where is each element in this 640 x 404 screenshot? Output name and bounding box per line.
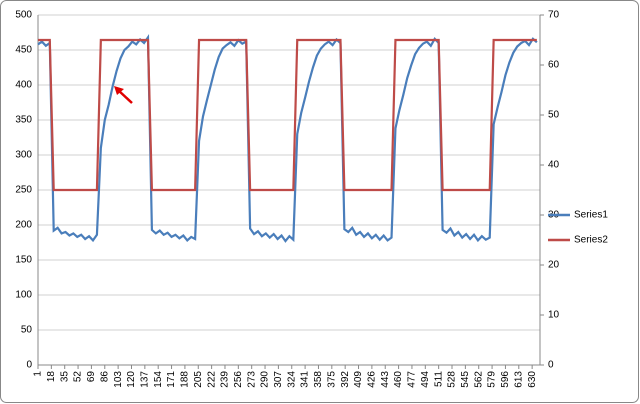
- legend-label: Series1: [574, 210, 608, 221]
- x-tick-label: 239: [220, 371, 231, 388]
- x-tick-label: 392: [340, 371, 351, 388]
- y-tick-label: 350: [15, 115, 32, 126]
- x-tick-label: 137: [139, 371, 150, 388]
- x-tick-label: 290: [260, 371, 271, 388]
- x-tick-label: 35: [59, 371, 70, 383]
- x-tick-label: 579: [487, 371, 498, 388]
- x-tick-label: 273: [246, 371, 257, 388]
- y2-tick-label: 0: [548, 360, 554, 371]
- y-tick-label: 300: [15, 150, 32, 161]
- series-line: [37, 34, 538, 243]
- x-tick-label: 630: [527, 371, 538, 388]
- x-tick-label: 1: [33, 371, 44, 377]
- x-tick-label: 307: [273, 371, 284, 388]
- y-tick-label: 50: [21, 325, 33, 336]
- x-tick-label: 426: [367, 371, 378, 388]
- x-tick-label: 18: [46, 371, 57, 383]
- y2-tick-label: 20: [548, 260, 560, 271]
- y2-tick-label: 50: [548, 110, 560, 121]
- x-tick-label: 562: [473, 371, 484, 388]
- x-tick-label: 494: [420, 371, 431, 388]
- x-tick-label: 52: [73, 371, 84, 383]
- x-tick-label: 528: [447, 371, 458, 388]
- x-tick-label: 324: [286, 371, 297, 388]
- y-tick-label: 400: [15, 80, 32, 91]
- y2-tick-label: 10: [548, 310, 560, 321]
- y2-tick-label: 60: [548, 60, 560, 71]
- x-tick-label: 375: [326, 371, 337, 388]
- x-tick-label: 103: [113, 371, 124, 388]
- x-tick-label: 205: [193, 371, 204, 388]
- x-tick-label: 222: [206, 371, 217, 388]
- x-tick-label: 443: [380, 371, 391, 388]
- y-tick-label: 0: [26, 360, 32, 371]
- x-tick-label: 256: [233, 371, 244, 388]
- y-tick-label: 500: [15, 10, 32, 21]
- x-tick-label: 613: [513, 371, 524, 388]
- x-tick-label: 69: [86, 371, 97, 383]
- y-tick-label: 450: [15, 45, 32, 56]
- x-tick-label: 460: [393, 371, 404, 388]
- y-tick-label: 200: [15, 220, 32, 231]
- annotation-arrow: [117, 89, 133, 104]
- x-tick-label: 511: [433, 371, 444, 387]
- series-line: [38, 38, 537, 192]
- legend-label: Series2: [574, 235, 608, 246]
- x-tick-label: 171: [166, 371, 177, 388]
- y-tick-label: 150: [15, 255, 32, 266]
- y-tick-label: 100: [15, 290, 32, 301]
- x-tick-label: 596: [500, 371, 511, 388]
- x-tick-label: 545: [460, 371, 471, 388]
- x-tick-label: 188: [180, 371, 191, 388]
- x-tick-label: 358: [313, 371, 324, 388]
- y-tick-label: 250: [15, 185, 32, 196]
- y2-tick-label: 40: [548, 160, 560, 171]
- x-tick-label: 409: [353, 371, 364, 388]
- x-tick-label: 86: [99, 371, 110, 383]
- y2-tick-label: 70: [548, 10, 560, 21]
- x-tick-label: 341: [300, 371, 311, 388]
- annotation-arrowhead: [114, 86, 124, 95]
- x-tick-label: 120: [126, 371, 137, 388]
- x-tick-label: 154: [153, 371, 164, 388]
- x-tick-label: 477: [407, 371, 418, 388]
